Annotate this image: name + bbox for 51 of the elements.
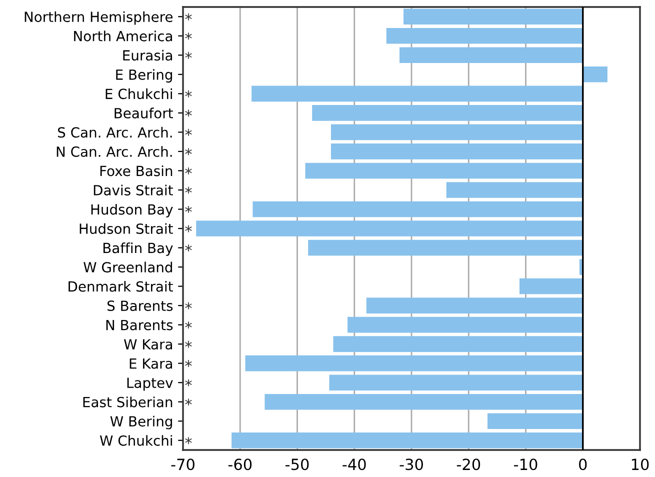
x-tick-label: -50 <box>286 458 309 470</box>
y-tick-label: Eurasia <box>123 50 172 61</box>
y-tick-label: S Can. Arc. Arch. <box>58 126 172 138</box>
y-tick-label: East Siberian <box>83 396 172 408</box>
data-label: * <box>185 13 192 20</box>
y-tick-label: Davis Strait <box>94 184 173 196</box>
x-tick-label: -70 <box>171 458 194 470</box>
x-tick-label: -60 <box>228 458 252 470</box>
data-label: * <box>185 128 192 136</box>
y-tick-label: E Chukchi <box>106 88 172 100</box>
data-label: * <box>185 302 192 310</box>
y-tick-label: Hudson Strait <box>80 223 173 234</box>
y-tick-label: W Bering <box>110 416 172 430</box>
data-label: * <box>185 398 192 406</box>
y-tick-label: W Greenland <box>84 262 172 272</box>
x-tick-label: -20 <box>456 458 480 470</box>
data-label: * <box>185 322 192 328</box>
data-label: * <box>185 340 192 348</box>
data-label: * <box>185 244 192 252</box>
data-label: * <box>185 186 192 194</box>
y-tick-label: Hudson Bay <box>91 204 173 218</box>
y-tick-label: W Chukchi <box>100 435 172 446</box>
y-tick-label: Denmark Strait <box>68 281 173 292</box>
y-tick-label: North America <box>74 30 172 42</box>
data-label: * <box>185 90 192 98</box>
x-tick-label: -10 <box>514 458 538 470</box>
y-tick-label: N Can. Arc. Arch. <box>56 146 172 157</box>
data-label: * <box>185 206 192 213</box>
data-label: * <box>185 167 192 174</box>
data-label: * <box>185 225 192 232</box>
x-tick-label: -30 <box>400 458 423 470</box>
y-tick-label: Foxe Basin <box>100 165 172 176</box>
x-tick-label: 0 <box>579 458 587 470</box>
x-tick-label: -40 <box>342 458 366 470</box>
data-label: * <box>185 52 192 59</box>
y-tick-label: Baffin Bay <box>103 242 173 256</box>
y-tick-label: E Kara <box>130 358 172 369</box>
y-tick-label: Northern Hemisphere <box>24 11 173 25</box>
data-label: * <box>185 32 192 40</box>
data-label: * <box>185 437 192 444</box>
x-tick-label: 10 <box>632 458 649 470</box>
y-tick-label: E Bering <box>116 69 172 83</box>
y-tick-label: N Barents <box>106 320 173 330</box>
data-label: * <box>185 360 192 368</box>
data-label: * <box>185 379 192 386</box>
y-tick-label: W Kara <box>124 339 172 350</box>
y-tick-label: Laptev <box>127 378 173 391</box>
y-tick-label: S Barents <box>107 300 173 312</box>
data-label: * <box>185 148 192 156</box>
data-label: * <box>185 110 192 117</box>
y-tick-label: Beaufort <box>114 108 173 118</box>
